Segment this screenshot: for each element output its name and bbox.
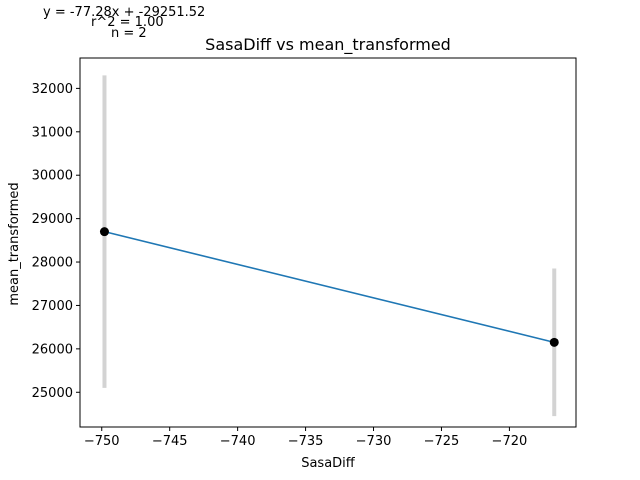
- y-tick-label-2: 27000: [32, 299, 73, 314]
- data-point-1: [549, 337, 559, 347]
- x-tick-label-2: −740: [220, 434, 256, 449]
- y-axis-label: mean_transformed: [7, 182, 22, 305]
- fit-line: [104, 230, 555, 344]
- equation-annotation: y = -77.28x + -29251.52: [43, 5, 206, 20]
- x-tick-label-6: −720: [492, 434, 528, 449]
- x-tick-label-3: −735: [288, 434, 324, 449]
- y-tick-label-6: 31000: [32, 125, 73, 140]
- n-annotation: n = 2: [111, 26, 147, 41]
- x-tick-label-4: −730: [356, 434, 392, 449]
- y-tick-label-7: 32000: [32, 82, 73, 97]
- plot-frame: [79, 57, 577, 428]
- r-squared-annotation: r^2 = 1.00: [91, 15, 164, 30]
- y-tick-label-0: 25000: [32, 386, 73, 401]
- y-tick-label-3: 28000: [32, 256, 73, 271]
- y-tick-label-1: 26000: [32, 342, 73, 357]
- chart-title: SasaDiff vs mean_transformed: [205, 35, 451, 55]
- x-tick-label-1: −745: [152, 434, 188, 449]
- y-tick-label-5: 30000: [32, 169, 73, 184]
- data-point-0: [99, 227, 109, 237]
- x-tick-label-5: −725: [424, 434, 460, 449]
- x-tick-label-0: −750: [84, 434, 120, 449]
- y-tick-label-4: 29000: [32, 212, 73, 227]
- x-axis-label: SasaDiff: [301, 456, 356, 471]
